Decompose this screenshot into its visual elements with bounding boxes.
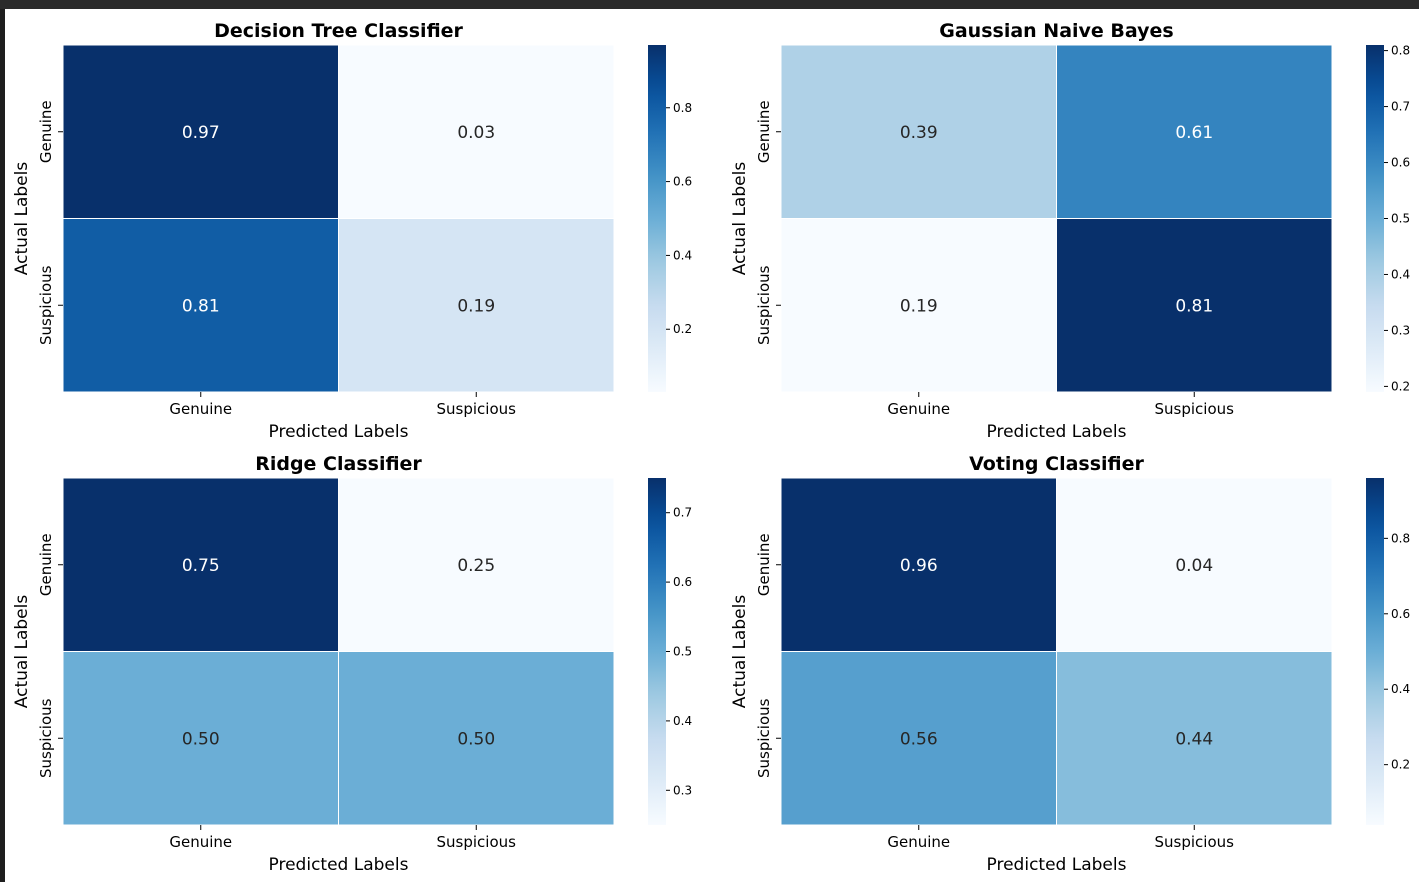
cell-value-label: 0.25 [457, 556, 495, 576]
colorbar-tick-label: 0.5 [1391, 212, 1410, 226]
colorbar-tick-label: 0.4 [1391, 682, 1410, 696]
y-axis-label: Actual Labels [730, 595, 750, 709]
cell-value-label: 0.81 [1175, 296, 1213, 316]
cell-value-label: 0.96 [900, 556, 938, 576]
cell-value-label: 0.56 [900, 729, 938, 749]
heatmap-cell [338, 651, 615, 826]
colorbar [1366, 45, 1384, 392]
heatmap-cell [62, 44, 339, 219]
x-tick-label: Genuine [887, 833, 950, 851]
x-tick-label: Suspicious [1155, 400, 1235, 418]
heatmap-cell [1056, 218, 1333, 393]
x-axis-label: Predicted Labels [269, 855, 409, 875]
colorbar-tick-label: 0.2 [673, 322, 692, 336]
figure-canvas: 0.97 0.03 0.81 0.19 Decision Tree Classifier… [5, 9, 1419, 882]
colorbar-tick-label: 0.7 [1391, 100, 1410, 114]
colorbar-tick-label: 0.4 [673, 714, 692, 728]
chart-title: Voting Classifier [969, 453, 1144, 475]
y-tick-label: Suspicious [755, 698, 773, 778]
heatmap-panel-voting-classifier: 0.96 0.04 0.56 0.44 Voting Classifier Genuine… [730, 453, 1410, 875]
cell-value-label: 0.19 [900, 296, 938, 316]
y-tick-label: Genuine [37, 533, 55, 596]
heatmap-cell [62, 651, 339, 826]
cell-value-label: 0.19 [457, 296, 495, 316]
heatmap-panel-ridge-classifier: 0.75 0.25 0.50 0.50 Ridge Classifier Genuine S… [12, 453, 692, 875]
cell-value-label: 0.50 [457, 729, 495, 749]
heatmap-cell [62, 218, 339, 393]
colorbar-tick-label: 0.3 [673, 783, 692, 797]
cell-value-label: 0.75 [182, 556, 220, 576]
cell-value-label: 0.04 [1175, 556, 1213, 576]
y-tick-label: Genuine [37, 100, 55, 163]
x-tick-label: Suspicious [1155, 833, 1235, 851]
y-tick-label: Genuine [755, 533, 773, 596]
colorbar [648, 478, 666, 825]
colorbar-tick-label: 0.6 [1391, 607, 1410, 621]
colorbar-tick-label: 0.8 [1391, 531, 1410, 545]
cell-value-label: 0.44 [1175, 729, 1213, 749]
x-tick-label: Suspicious [437, 833, 517, 851]
x-axis-label: Predicted Labels [987, 422, 1127, 442]
colorbar-tick-label: 0.8 [1391, 44, 1410, 58]
colorbar-tick-label: 0.7 [673, 506, 692, 520]
y-axis-label: Actual Labels [12, 162, 32, 276]
cell-value-label: 0.61 [1175, 123, 1213, 143]
heatmap-cell [1056, 477, 1333, 652]
colorbar-tick-label: 0.6 [673, 175, 692, 189]
x-axis-label: Predicted Labels [269, 422, 409, 442]
cell-value-label: 0.97 [182, 123, 220, 143]
heatmap-cell [780, 651, 1057, 826]
x-tick-label: Suspicious [437, 400, 517, 418]
y-axis-label: Actual Labels [12, 595, 32, 709]
heatmap-cell [338, 44, 615, 219]
x-tick-label: Genuine [887, 400, 950, 418]
y-tick-label: Suspicious [755, 265, 773, 345]
heatmap-cell [62, 477, 339, 652]
y-tick-label: Suspicious [37, 698, 55, 778]
cell-value-label: 0.50 [182, 729, 220, 749]
colorbar-tick-label: 0.8 [673, 101, 692, 115]
heatmap-cell [338, 218, 615, 393]
colorbar [1366, 478, 1384, 825]
chart-title: Ridge Classifier [255, 453, 422, 475]
x-tick-label: Genuine [169, 833, 232, 851]
x-tick-label: Genuine [169, 400, 232, 418]
x-axis-label: Predicted Labels [987, 855, 1127, 875]
cell-value-label: 0.39 [900, 123, 938, 143]
heatmap-cell [338, 477, 615, 652]
colorbar-tick-label: 0.2 [1391, 379, 1410, 393]
colorbar-tick-label: 0.6 [673, 575, 692, 589]
y-axis-label: Actual Labels [730, 162, 750, 276]
window-top-bar [0, 0, 1419, 9]
heatmap-panel-gaussian-naive-bayes: 0.39 0.61 0.19 0.81 Gaussian Naive Bayes Genu… [730, 20, 1410, 442]
heatmap-cell [1056, 44, 1333, 219]
heatmap-cell [1056, 651, 1333, 826]
cell-value-label: 0.03 [457, 123, 495, 143]
colorbar [648, 45, 666, 392]
colorbar-tick-label: 0.4 [1391, 267, 1410, 281]
colorbar-tick-label: 0.6 [1391, 156, 1410, 170]
y-tick-label: Suspicious [37, 265, 55, 345]
chart-title: Decision Tree Classifier [214, 20, 463, 42]
y-tick-label: Genuine [755, 100, 773, 163]
cell-value-label: 0.81 [182, 296, 220, 316]
colorbar-tick-label: 0.2 [1391, 758, 1410, 772]
chart-title: Gaussian Naive Bayes [939, 20, 1173, 42]
colorbar-tick-label: 0.4 [673, 248, 692, 262]
heatmap-panel-decision-tree-classifier: 0.97 0.03 0.81 0.19 Decision Tree Classifier… [12, 20, 692, 442]
heatmap-cell [780, 218, 1057, 393]
colorbar-tick-label: 0.5 [673, 645, 692, 659]
colorbar-tick-label: 0.3 [1391, 323, 1410, 337]
confusion-matrix-figure: 0.97 0.03 0.81 0.19 Decision Tree Classifier… [12, 20, 1410, 875]
